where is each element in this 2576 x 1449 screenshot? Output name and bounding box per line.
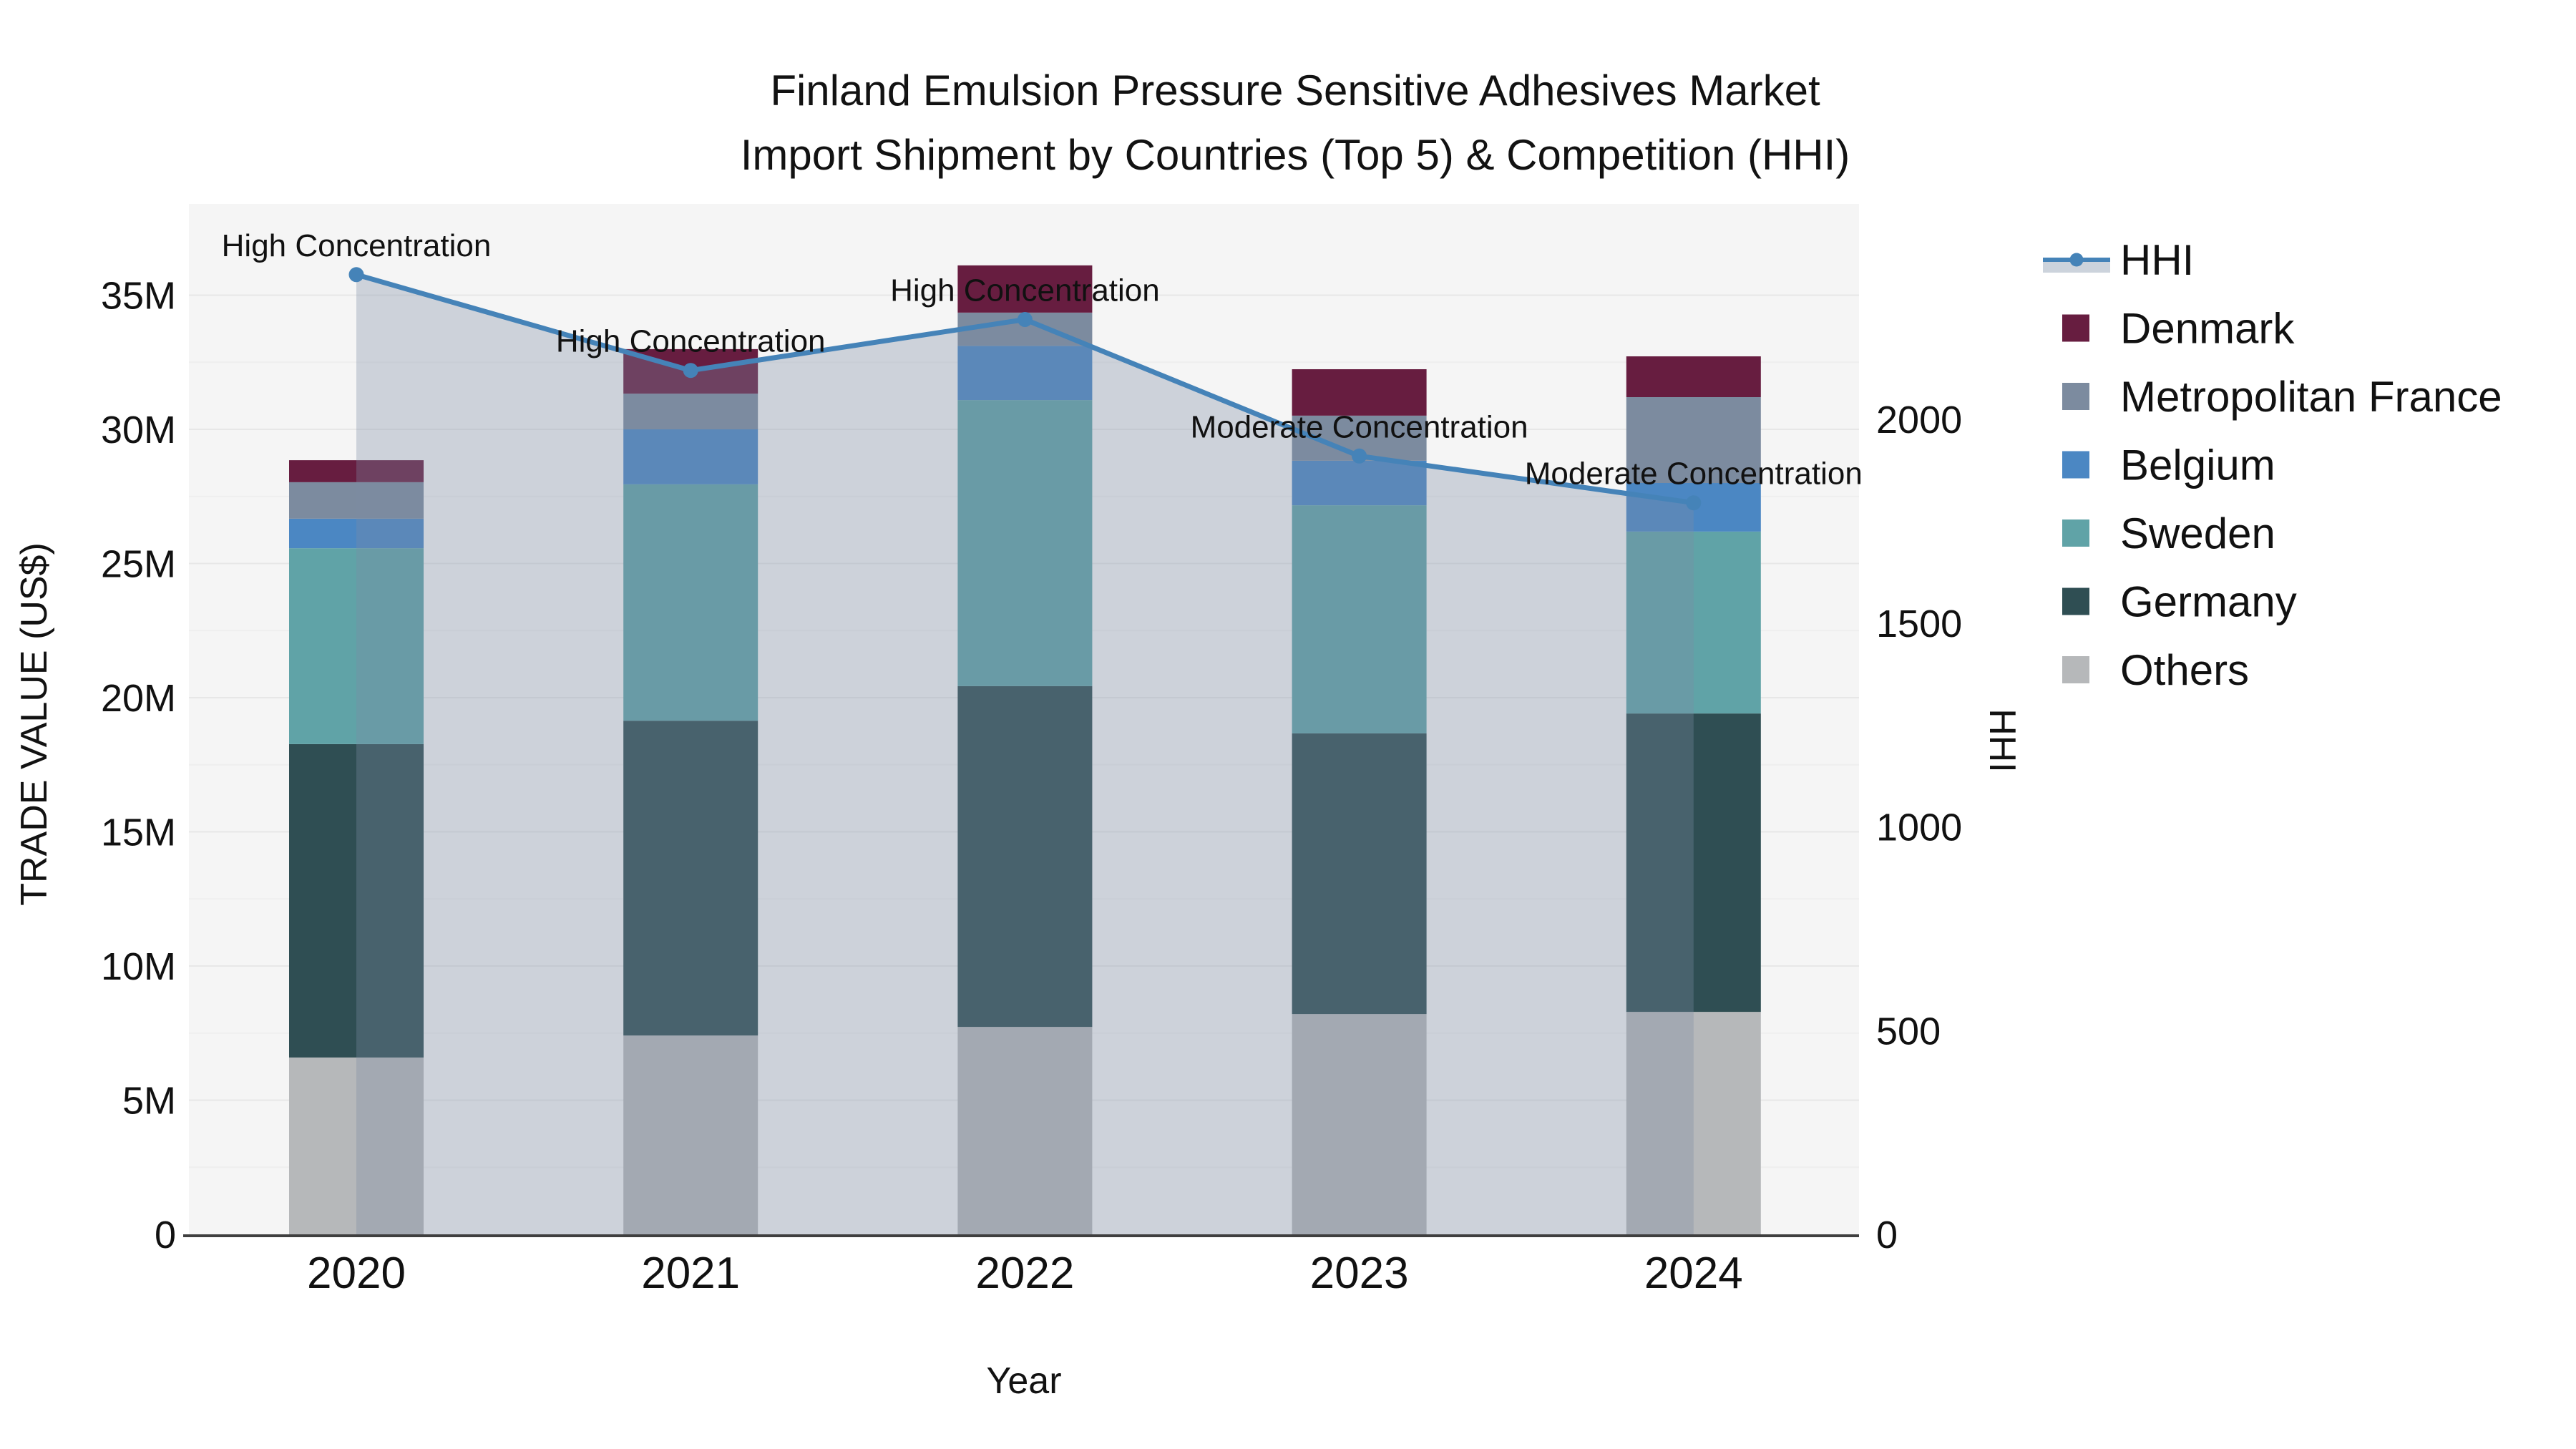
chart-title-line2: Import Shipment by Countries (Top 5) & C… [740, 131, 1850, 179]
legend-hhi-fill-swatch [2043, 262, 2110, 273]
legend-item-germany[interactable]: Germany [2062, 578, 2297, 626]
hhi-marker-2021[interactable] [683, 363, 698, 379]
x-axis-title: Year [986, 1360, 1062, 1402]
y-tick-left-label: 5M [122, 1080, 176, 1123]
legend-swatch-belgium [2062, 451, 2089, 479]
bar-segment-sweden-2022[interactable] [957, 400, 1093, 686]
y-tick-right-label: 1500 [1876, 602, 1962, 645]
hhi-marker-2022[interactable] [1017, 312, 1033, 327]
x-tick-label-2024: 2024 [1644, 1249, 1743, 1298]
bar-segment-others-2021[interactable] [623, 1035, 758, 1234]
y-tick-left-label: 20M [101, 677, 176, 720]
y-tick-right-label: 500 [1876, 1010, 1941, 1053]
hhi-marker-2023[interactable] [1352, 448, 1367, 464]
y-tick-left-label: 15M [101, 811, 176, 854]
bar-segment-belgium-2022[interactable] [957, 346, 1093, 401]
bar-segment-belgium-2021[interactable] [623, 429, 758, 484]
x-tick-label-2022: 2022 [975, 1249, 1074, 1298]
bar-segment-sweden-2020[interactable] [289, 548, 424, 744]
bar-segment-sweden-2024[interactable] [1626, 531, 1761, 714]
legend-label: Sweden [2120, 509, 2275, 557]
hhi-marker-2024[interactable] [1686, 495, 1702, 511]
bar-segment-denmark-2022[interactable] [957, 265, 1093, 313]
annotations: High Concentration High Concentration High… [222, 228, 1863, 492]
legend-item-denmark[interactable]: Denmark [2062, 305, 2295, 353]
y-tick-right-label: 0 [1876, 1214, 1898, 1257]
annotation-2023: Moderate Concentration [1191, 409, 1528, 444]
bar-segment-germany-2024[interactable] [1626, 713, 1761, 1013]
annotation-2022: High Concentration [890, 273, 1160, 308]
bar-segment-denmark-2024[interactable] [1626, 356, 1761, 397]
bar-segment-belgium-2020[interactable] [289, 518, 424, 549]
legend-label: Belgium [2120, 441, 2275, 489]
y-tick-left-label: 25M [101, 543, 176, 586]
bar-segment-germany-2020[interactable] [289, 743, 424, 1058]
legend-swatch-others [2062, 656, 2089, 683]
y-tick-left-label: 10M [101, 945, 176, 988]
x-tick-label-2023: 2023 [1310, 1249, 1409, 1298]
legend-label: Denmark [2120, 305, 2295, 353]
y-axis-title-right: HHI [1981, 708, 2023, 773]
x-tick-label-2021: 2021 [641, 1249, 740, 1298]
bars [289, 265, 1761, 1234]
legend-item-sweden[interactable]: Sweden [2062, 509, 2275, 557]
bar-segment-sweden-2021[interactable] [623, 484, 758, 721]
legend-label: Others [2120, 646, 2249, 694]
bar-segment-denmark-2023[interactable] [1292, 369, 1427, 416]
annotation-2021: High Concentration [556, 324, 826, 359]
bar-segment-germany-2023[interactable] [1292, 733, 1427, 1015]
legend-item-metropolitan-france[interactable]: Metropolitan France [2062, 373, 2502, 421]
hhi-marker-2020[interactable] [348, 267, 364, 283]
y-tick-left-label: 35M [101, 275, 176, 318]
bar-segment-metropolitan-france-2024[interactable] [1626, 397, 1761, 483]
bar-segment-metropolitan-france-2020[interactable] [289, 482, 424, 519]
legend: HHI Denmark Metropolitan France Belgium Swed… [2043, 236, 2502, 694]
legend-label: Germany [2120, 578, 2297, 626]
bar-segment-others-2023[interactable] [1292, 1014, 1427, 1234]
y-axis-left-ticks: 0 5M 10M 15M 20M 25M 30M 35M [101, 275, 176, 1257]
legend-item-hhi[interactable]: HHI [2043, 236, 2194, 284]
bar-segment-others-2024[interactable] [1626, 1012, 1761, 1234]
legend-hhi-marker [2069, 253, 2084, 267]
bar-segment-belgium-2023[interactable] [1292, 460, 1427, 506]
legend-swatch-metropolitan-france [2062, 383, 2089, 410]
bar-segment-germany-2022[interactable] [957, 686, 1093, 1028]
y-tick-left-label: 0 [155, 1214, 176, 1257]
bar-segment-others-2022[interactable] [957, 1027, 1093, 1234]
x-axis-ticks: 2020 2021 2022 2023 2024 [307, 1249, 1743, 1298]
legend-item-belgium[interactable]: Belgium [2062, 441, 2275, 489]
chart-title-line1: Finland Emulsion Pressure Sensitive Adhe… [770, 67, 1820, 114]
legend-swatch-sweden [2062, 519, 2089, 547]
legend-item-others[interactable]: Others [2062, 646, 2249, 694]
hhi-area-fill [356, 274, 1694, 1234]
annotation-2024: Moderate Concentration [1525, 457, 1863, 492]
annotation-2020: High Concentration [222, 228, 492, 263]
legend-swatch-germany [2062, 587, 2089, 615]
y-axis-title-left: TRADE VALUE (US$) [14, 542, 55, 906]
x-tick-label-2020: 2020 [307, 1249, 406, 1298]
legend-label: HHI [2120, 236, 2194, 284]
bar-segment-germany-2021[interactable] [623, 721, 758, 1036]
bar-segment-others-2020[interactable] [289, 1057, 424, 1234]
bar-segment-metropolitan-france-2021[interactable] [623, 394, 758, 429]
y-axis-right-ticks: 0 500 1000 1500 2000 [1876, 399, 1962, 1257]
legend-label: Metropolitan France [2120, 373, 2502, 421]
y-tick-left-label: 30M [101, 409, 176, 452]
y-tick-right-label: 1000 [1876, 806, 1962, 849]
bar-segment-denmark-2020[interactable] [289, 460, 424, 482]
y-tick-right-label: 2000 [1876, 399, 1962, 441]
bar-segment-sweden-2023[interactable] [1292, 505, 1427, 733]
legend-swatch-denmark [2062, 314, 2089, 342]
